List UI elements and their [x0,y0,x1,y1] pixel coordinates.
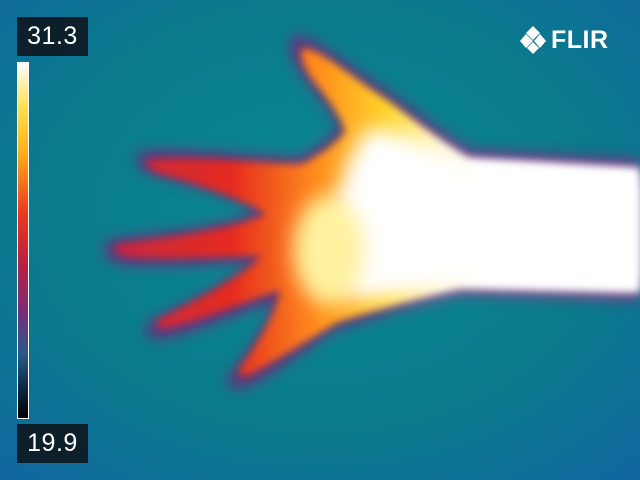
hand-hot-core [294,128,640,305]
min-temperature-label: 19.9 [17,424,88,463]
flir-diamond-logo-icon [520,26,546,54]
temperature-color-scale-bar [17,62,29,419]
flir-logo-text: FLIR [551,25,609,54]
flir-logo: FLIR [520,24,616,56]
max-temperature-label: 31.3 [17,17,88,56]
